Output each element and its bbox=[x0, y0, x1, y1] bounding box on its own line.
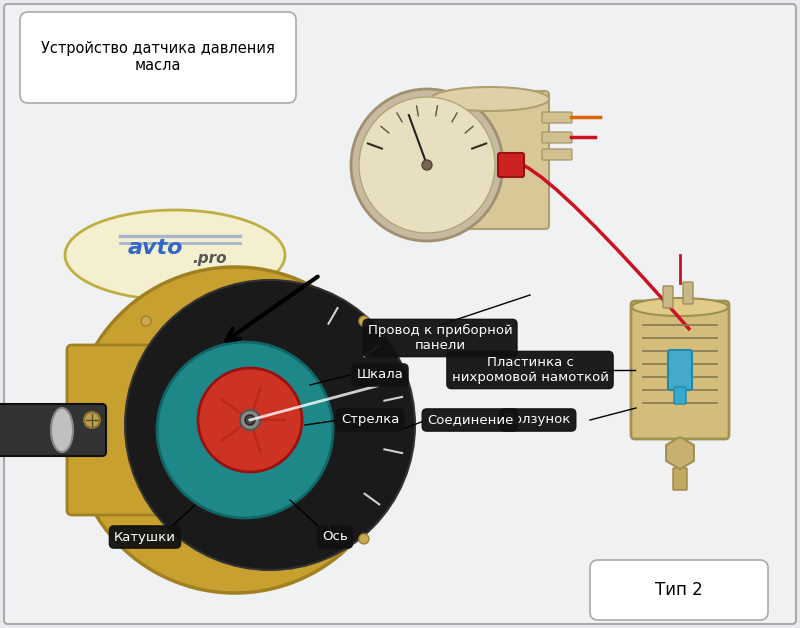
Text: Тип 2: Тип 2 bbox=[655, 581, 703, 599]
Circle shape bbox=[359, 97, 495, 233]
Text: Соединение: Соединение bbox=[427, 413, 513, 426]
Circle shape bbox=[198, 368, 302, 472]
Circle shape bbox=[72, 267, 398, 593]
FancyBboxPatch shape bbox=[498, 153, 524, 177]
Circle shape bbox=[84, 412, 100, 428]
FancyBboxPatch shape bbox=[668, 350, 692, 390]
FancyBboxPatch shape bbox=[542, 149, 572, 160]
FancyBboxPatch shape bbox=[0, 404, 106, 456]
Text: Провод к приборной
панели: Провод к приборной панели bbox=[368, 324, 512, 352]
Circle shape bbox=[351, 89, 503, 241]
Circle shape bbox=[141, 534, 151, 544]
Circle shape bbox=[157, 342, 333, 518]
Circle shape bbox=[240, 410, 260, 430]
FancyBboxPatch shape bbox=[683, 282, 693, 304]
Text: Пластинка с
нихромовой намоткой: Пластинка с нихромовой намоткой bbox=[451, 356, 609, 384]
FancyBboxPatch shape bbox=[663, 286, 673, 308]
Circle shape bbox=[245, 415, 255, 425]
Text: Устройство датчика давления
масла: Устройство датчика давления масла bbox=[41, 41, 275, 73]
Ellipse shape bbox=[632, 298, 728, 316]
Ellipse shape bbox=[431, 87, 549, 111]
Circle shape bbox=[422, 160, 432, 170]
FancyBboxPatch shape bbox=[674, 387, 686, 404]
Circle shape bbox=[359, 316, 369, 326]
FancyBboxPatch shape bbox=[631, 301, 729, 439]
FancyBboxPatch shape bbox=[4, 4, 796, 624]
Text: .pro: .pro bbox=[193, 251, 227, 266]
FancyBboxPatch shape bbox=[431, 91, 549, 229]
Ellipse shape bbox=[51, 408, 73, 452]
Text: Стрелка: Стрелка bbox=[341, 413, 399, 426]
Ellipse shape bbox=[65, 210, 285, 300]
Circle shape bbox=[359, 534, 369, 544]
Text: Ось: Ось bbox=[322, 531, 348, 543]
FancyBboxPatch shape bbox=[20, 12, 296, 103]
FancyBboxPatch shape bbox=[542, 132, 572, 143]
Circle shape bbox=[125, 280, 415, 570]
Text: Катушки: Катушки bbox=[114, 531, 176, 543]
Text: Ползунок: Ползунок bbox=[505, 413, 571, 426]
Text: Шкала: Шкала bbox=[357, 369, 403, 381]
Circle shape bbox=[141, 316, 151, 326]
FancyBboxPatch shape bbox=[67, 345, 167, 515]
FancyBboxPatch shape bbox=[590, 560, 768, 620]
FancyBboxPatch shape bbox=[673, 468, 687, 490]
Text: avto: avto bbox=[127, 238, 182, 258]
FancyBboxPatch shape bbox=[542, 112, 572, 123]
